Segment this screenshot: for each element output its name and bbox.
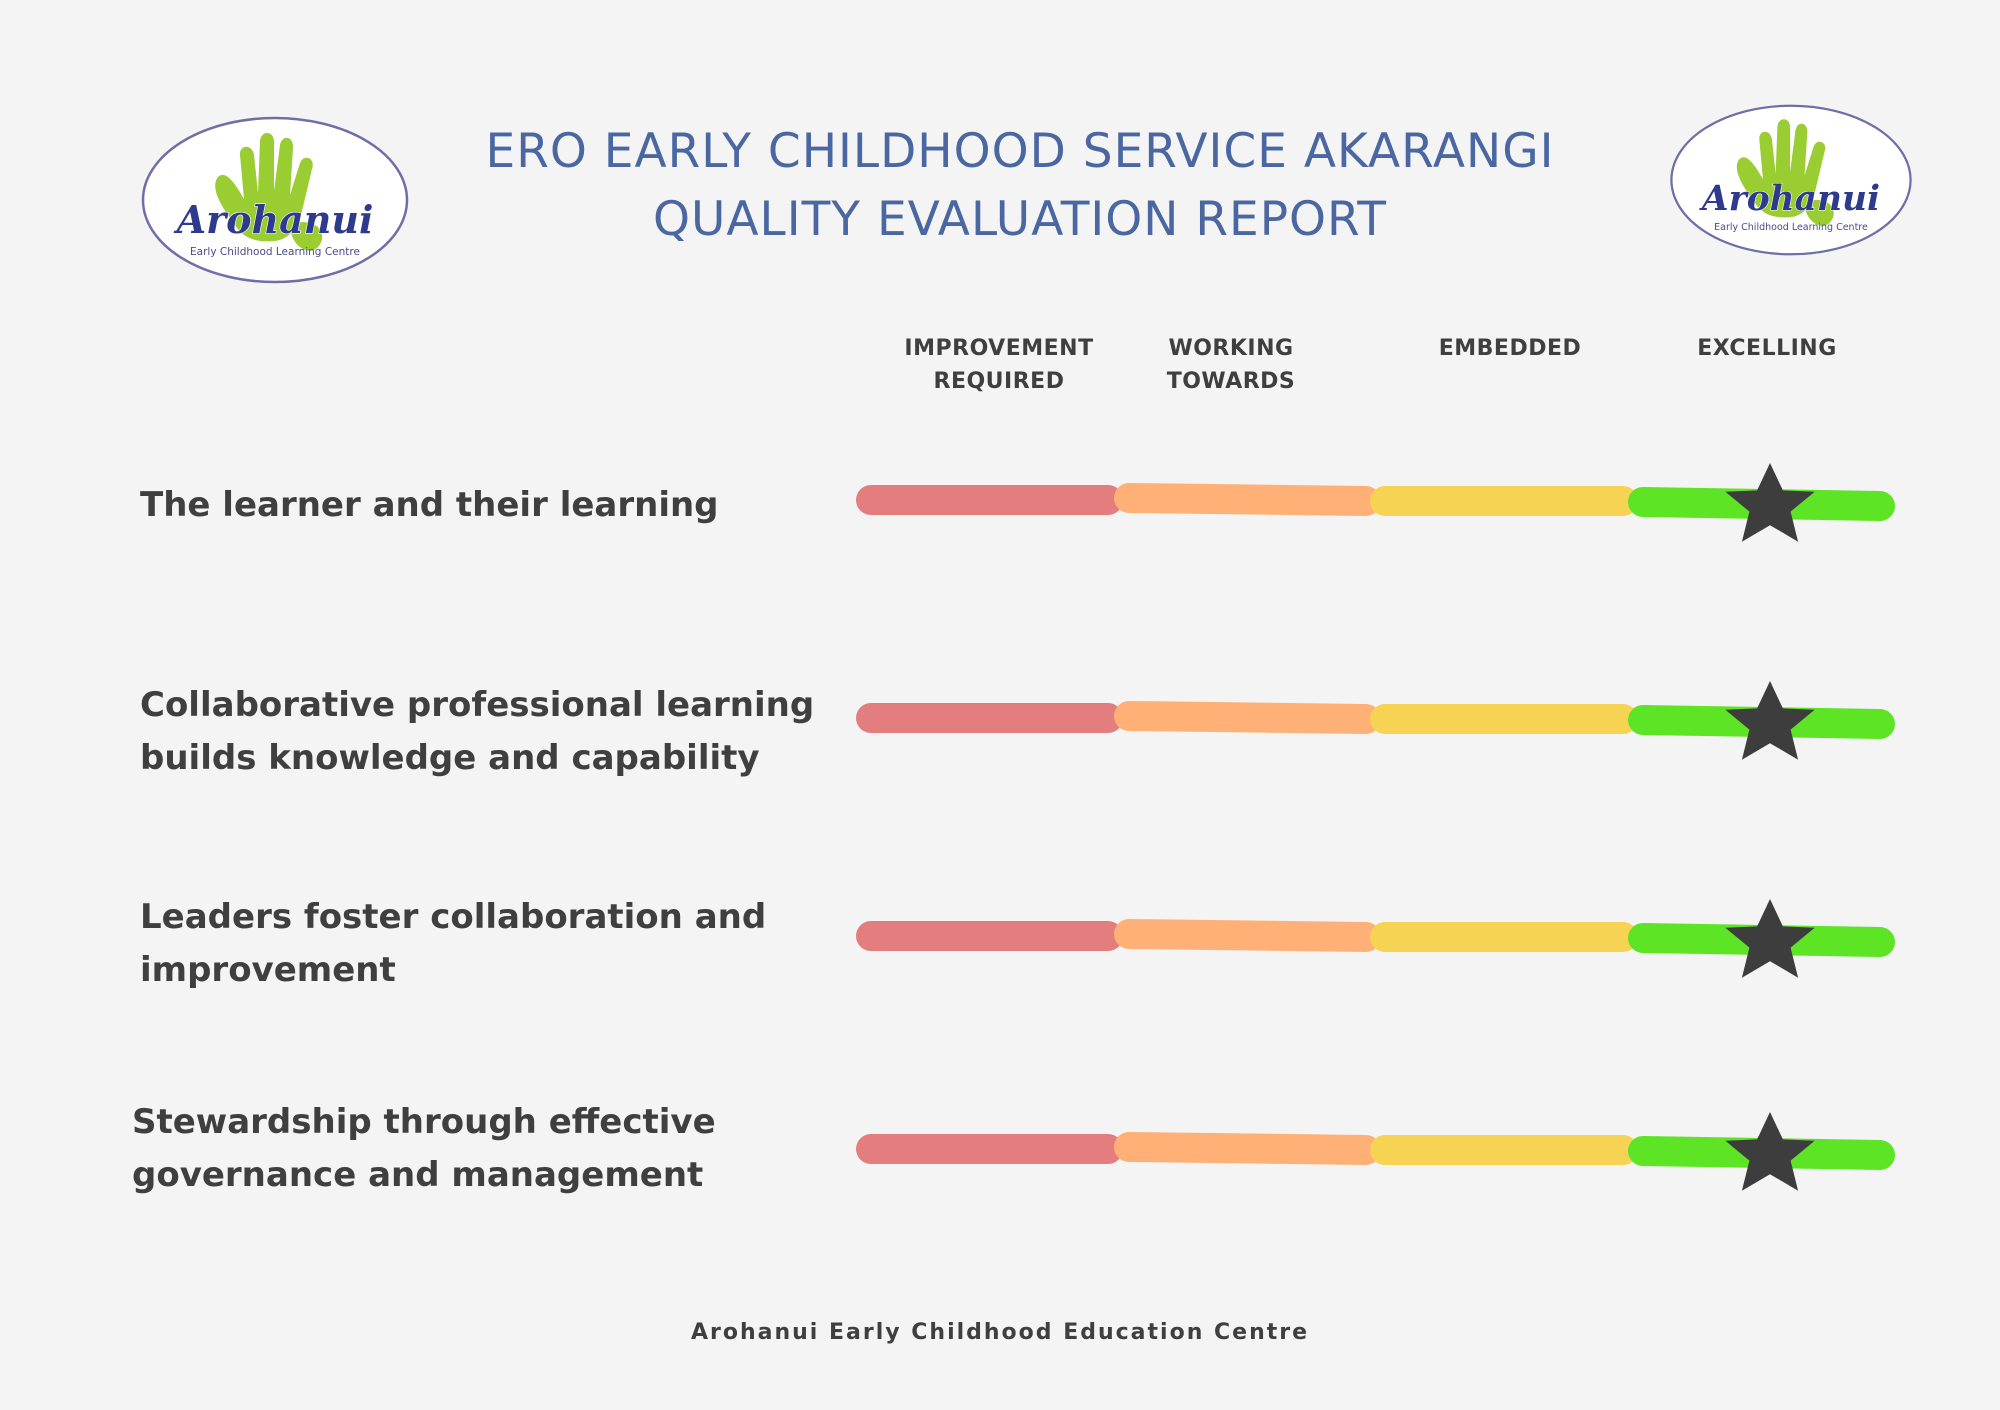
criterion-label-collaborative-learning: Collaborative professional learning buil…: [140, 685, 815, 778]
star-icon: [1725, 899, 1815, 978]
report-title-line1: ERO EARLY CHILDHOOD SERVICE AKARANGI: [485, 124, 1555, 179]
report-title-line2: QUALITY EVALUATION REPORT: [653, 192, 1387, 247]
arohanui-logo-right: Arohanui Early Childhood Learning Centre: [1668, 103, 1914, 257]
criterion-label-learner: The learner and their learning: [140, 485, 719, 525]
rating-scale-stewardship: [855, 1099, 1895, 1199]
hand-icon: [1736, 119, 1834, 226]
report-title: ERO EARLY CHILDHOOD SERVICE AKARANGI QUA…: [440, 118, 1600, 254]
arohanui-logo-left: Arohanui Early Childhood Learning Centre: [140, 115, 410, 285]
column-header-excelling: EXCELLING: [1697, 336, 1837, 361]
svg-text:Early Childhood Learning Centr: Early Childhood Learning Centre: [1714, 222, 1868, 233]
rating-scale-learner: [855, 450, 1895, 550]
hand-icon: [215, 132, 323, 251]
criterion-label-leaders: Leaders foster collaboration and improve…: [140, 897, 767, 990]
svg-text:Arohanui: Arohanui: [1699, 179, 1880, 219]
svg-text:Arohanui: Arohanui: [174, 197, 374, 242]
svg-text:Early Childhood Learning Centr: Early Childhood Learning Centre: [190, 246, 360, 258]
footer-centre-name: Arohanui Early Childhood Education Centr…: [690, 1320, 1310, 1345]
column-header-working-towards: WORKING TOWARDS: [1166, 336, 1296, 394]
column-header-improvement-required: IMPROVEMENT REQUIRED: [904, 336, 1094, 394]
star-icon: [1725, 463, 1815, 542]
star-icon: [1725, 681, 1815, 760]
rating-scale-leaders: [855, 886, 1895, 986]
column-header-embedded: EMBEDDED: [1438, 336, 1582, 361]
criterion-label-stewardship: Stewardship through effective governance…: [132, 1102, 716, 1195]
rating-scale-collaborative-learning: [855, 668, 1895, 768]
star-icon: [1725, 1112, 1815, 1191]
